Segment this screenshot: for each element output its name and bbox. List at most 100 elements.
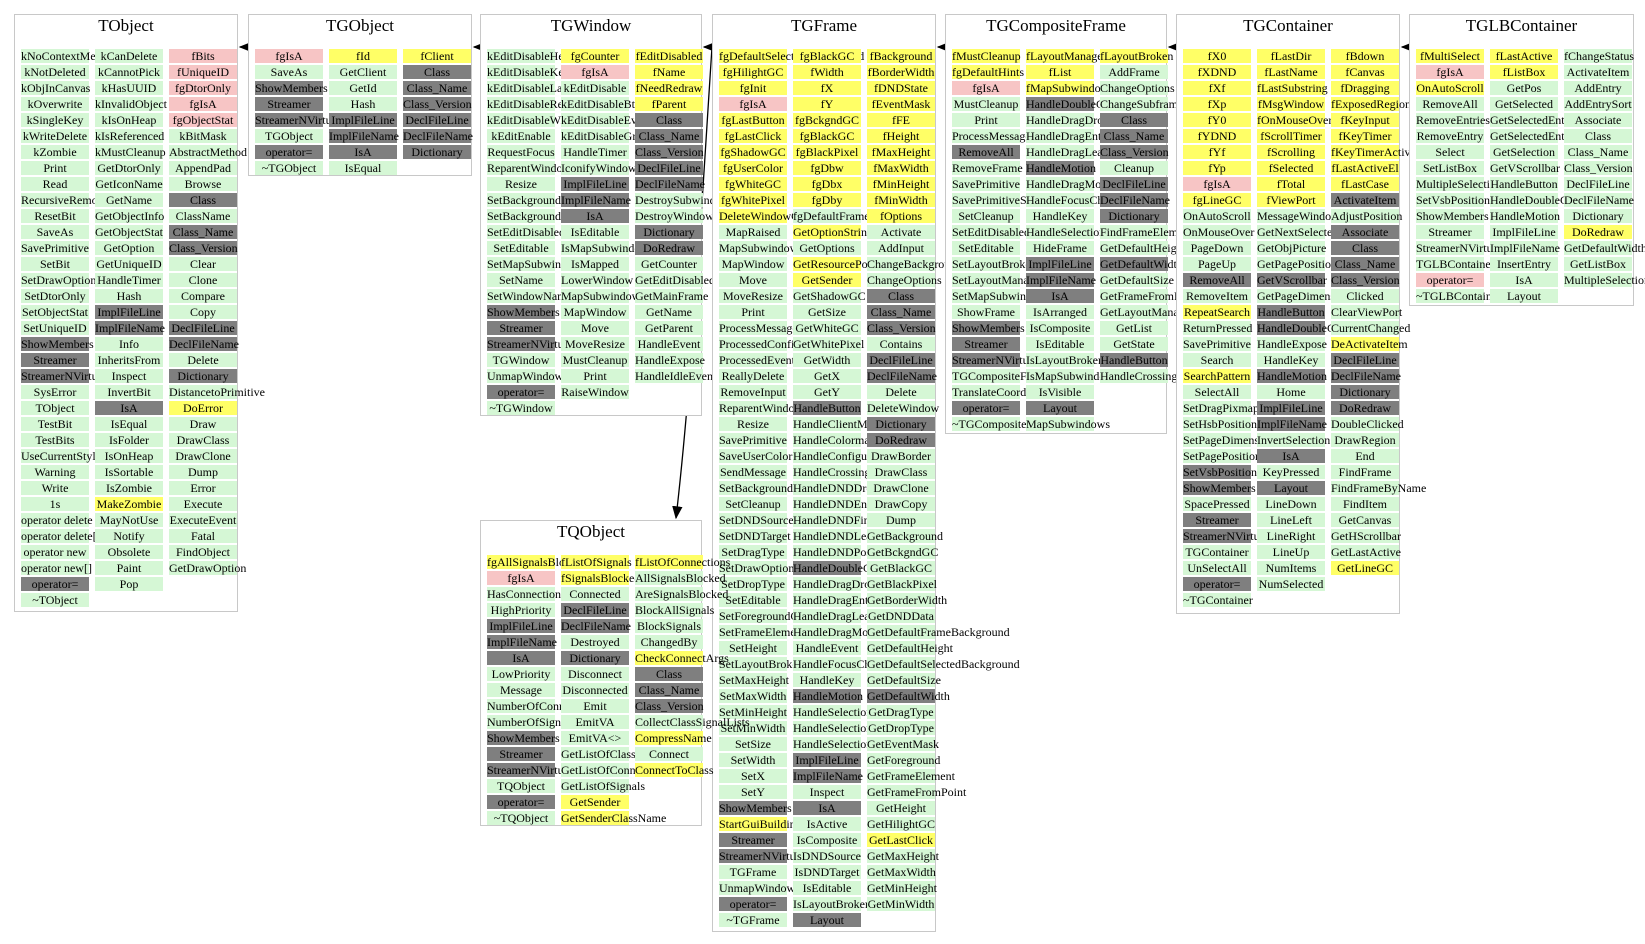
member-tgframe-getblackgc: GetBlackGC — [867, 561, 935, 575]
member-tgcompositeframe-hideframe: HideFrame — [1026, 241, 1094, 255]
member-tgframe-getmaxheight: GetMaxHeight — [867, 849, 939, 863]
member-tgcontainer-fviewport: fViewPort — [1257, 193, 1325, 207]
member-tobject-funiqueid: fUniqueID — [169, 65, 237, 79]
member-tgcontainer-returnpressed: ReturnPressed — [1183, 321, 1253, 335]
member-tobject-testbits: TestBits — [21, 433, 89, 447]
member-tgcontainer-fglinegc: fgLineGC — [1183, 193, 1251, 207]
member-tgcontainer-setvsbposition: SetVsbPosition — [1183, 465, 1258, 479]
member-tglbcontainer-flastactive: fLastActive — [1490, 49, 1558, 63]
member-tglbcontainer-handledoubleclick: HandleDoubleClick — [1490, 193, 1586, 207]
member-tgframe-mapwindow: MapWindow — [719, 257, 787, 271]
member-tgcompositeframe-mapsubwindows: MapSubwindows — [1026, 417, 1111, 431]
member-tgcontainer-getpagedimension: GetPageDimension — [1257, 289, 1351, 303]
member-tgframe-fgwhitepixel: fgWhitePixel — [719, 193, 787, 207]
member-tgframe-fgdbw: fgDbw — [793, 161, 861, 175]
member-tqobject-declfilename: DeclFileName — [561, 619, 631, 633]
member-tgframe-getborderwidth: GetBorderWidth — [867, 593, 948, 607]
member-tgcompositeframe-changeoptions: ChangeOptions — [1100, 81, 1175, 95]
member-tgobject-implfileline: ImplFileLine — [329, 113, 397, 127]
member-tgwindow-raisewindow: RaiseWindow — [561, 385, 629, 399]
member-tgcontainer-class: Class — [1331, 241, 1399, 255]
member-tgcompositeframe-streamernvirtual: StreamerNVirtual — [952, 353, 1038, 367]
member-tgframe-deletewindow: DeleteWindow — [867, 401, 940, 415]
member-tobject-getdrawoption: GetDrawOption — [169, 561, 247, 575]
member-tgcompositeframe-removeall: RemoveAll — [952, 145, 1020, 159]
member-tgframe-handledndfinished: HandleDNDFinished — [793, 513, 895, 527]
member-tglbcontainer-class: Class — [1564, 129, 1632, 143]
member-tgwindow-implfilename: ImplFileName — [561, 193, 631, 207]
member-tgcontainer-fmsgwindow: fMsgWindow — [1257, 97, 1325, 111]
member-tgframe-getminwidth: GetMinWidth — [867, 897, 935, 911]
member-tglbcontainer-addentrysort: AddEntrySort — [1564, 97, 1632, 111]
member-tobject-executeevent: ExecuteEvent — [169, 513, 237, 527]
member-tgcompositeframe-findframeelement: FindFrameElement — [1100, 225, 1193, 239]
member-tgframe-handlemotion: HandleMotion — [793, 689, 863, 703]
member-tgcontainer-search: Search — [1183, 353, 1251, 367]
member-tgframe-setdndsource: SetDNDSource — [719, 513, 794, 527]
member-tgframe-setx: SetX — [719, 769, 787, 783]
member-tgframe-inspect: Inspect — [793, 785, 861, 799]
member-tgcontainer-isa: IsA — [1257, 449, 1325, 463]
member-tgframe-handledragenter: HandleDragEnter — [793, 593, 878, 607]
member-tgcontainer-fydnd: fYDND — [1183, 129, 1251, 143]
member-tgobject-streamer: Streamer — [255, 97, 323, 111]
member-tgcontainer-showmembers: ShowMembers — [1183, 481, 1256, 495]
member-tgcompositeframe-iscomposite: IsComposite — [1026, 321, 1094, 335]
member-tobject-kobjincanvas: kObjInCanvas — [21, 81, 91, 95]
member-tgframe-contains: Contains — [867, 337, 935, 351]
member-tgframe-deletewindowcalled: DeleteWindowCalled — [719, 209, 823, 223]
member-tglbcontainer-removeentries: RemoveEntries — [1416, 113, 1490, 127]
member-tgframe-mapraised: MapRaised — [719, 225, 787, 239]
member-tgcontainer-operator-: operator= — [1183, 577, 1251, 591]
member-tobject-setobjectstat: SetObjectStat — [21, 305, 89, 319]
member-tqobject-fgisa: fgIsA — [487, 571, 555, 585]
member-tgframe-activate: Activate — [867, 225, 935, 239]
member-tgwindow-tgwindow: TGWindow — [487, 353, 555, 367]
member-tgcontainer-flastcase: fLastCase — [1331, 177, 1399, 191]
member-tgframe-changeoptions: ChangeOptions — [867, 273, 942, 287]
member-tgcontainer-deactivateitem: DeActivateItem — [1331, 337, 1408, 351]
member-tgcompositeframe-setcleanup: SetCleanup — [952, 209, 1020, 223]
member-tqobject-getsender: GetSender — [561, 795, 629, 809]
member-tqobject-disconnected: Disconnected — [561, 683, 629, 697]
member-tobject-print: Print — [21, 161, 89, 175]
member-tgcompositeframe-operator-: operator= — [952, 401, 1020, 415]
member-tqobject-disconnect: Disconnect — [561, 667, 629, 681]
member-tgframe-fy: fY — [793, 97, 861, 111]
member-tgwindow-move: Move — [561, 321, 629, 335]
member-tqobject-getlistofsignals: GetListOfSignals — [561, 779, 645, 793]
member-tobject-getname: GetName — [95, 193, 163, 207]
member-tgframe-getframefrompoint: GetFrameFromPoint — [867, 785, 967, 799]
member-tgframe-processedevent: ProcessedEvent — [719, 353, 795, 367]
member-tgframe-setmaxheight: SetMaxHeight — [719, 673, 789, 687]
member-tgwindow-class-version: Class_Version — [635, 145, 704, 159]
member-tgcompositeframe-setlayoutbroken: SetLayoutBroken — [952, 257, 1037, 271]
member-tgframe-drawcopy: DrawCopy — [867, 497, 935, 511]
member-tqobject-checkconnectargs: CheckConnectArgs — [635, 651, 729, 665]
member-tgcompositeframe-ismapsubwindows: IsMapSubwindows — [1026, 369, 1119, 383]
member-tgframe-getframeelement: GetFrameElement — [867, 769, 955, 783]
member-tgframe-saveprimitive: SavePrimitive — [719, 433, 787, 447]
member-tgcompositeframe-handledoubleclick: HandleDoubleClick — [1026, 97, 1122, 111]
class-title-tgobject: TGObject — [326, 16, 394, 35]
member-tobject-info: Info — [95, 337, 163, 351]
member-tglbcontainer-class-name: Class_Name — [1564, 145, 1632, 159]
member-tobject-kcannotpick: kCannotPick — [95, 65, 163, 79]
member-tgframe-fglastclick: fgLastClick — [719, 129, 787, 143]
member-tgframe-handleclientmessage: HandleClientMessage — [793, 417, 899, 431]
member-tgframe-fx: fX — [793, 81, 861, 95]
member-tgcontainer-lineup: LineUp — [1257, 545, 1325, 559]
member-tgcontainer-fxdnd: fXDND — [1183, 65, 1251, 79]
member-tgcontainer-numitems: NumItems — [1257, 561, 1325, 575]
member-tgcompositeframe-isarranged: IsArranged — [1026, 305, 1094, 319]
member-tgframe-setdndtarget: SetDNDTarget — [719, 529, 791, 543]
member-tgframe-handleselectionrequest: HandleSelectionRequest — [793, 737, 911, 751]
member-tgframe-setlayoutbroken: SetLayoutBroken — [719, 657, 804, 671]
member-tgcompositeframe-fmustcleanup: fMustCleanup — [952, 49, 1021, 63]
member-tqobject-implfilename: ImplFileName — [487, 635, 557, 649]
member-tgwindow-setmapsubwindows: SetMapSubwindows — [487, 257, 587, 271]
member-tgcontainer-selectall: SelectAll — [1183, 385, 1251, 399]
member-tgframe-iseditable: IsEditable — [793, 881, 861, 895]
member-tgcompositeframe-getstate: GetState — [1100, 337, 1168, 351]
member-tobject-getobjectstat: GetObjectStat — [95, 225, 163, 239]
